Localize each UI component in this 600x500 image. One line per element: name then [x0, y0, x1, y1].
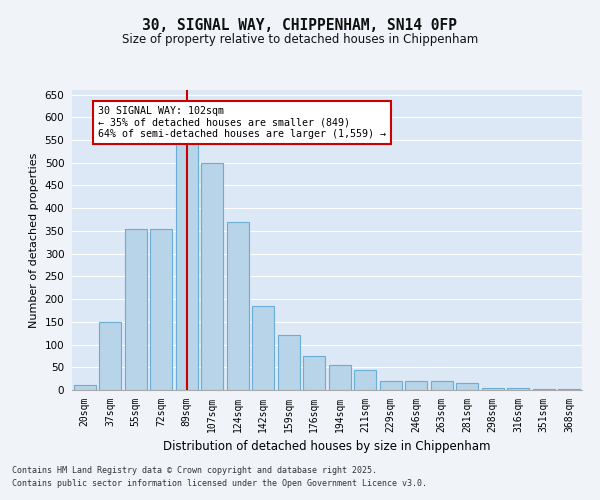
- Bar: [151, 228, 172, 390]
- Text: Size of property relative to detached houses in Chippenham: Size of property relative to detached ho…: [122, 32, 478, 46]
- Bar: [304, 356, 325, 390]
- Bar: [508, 388, 529, 390]
- Bar: [457, 383, 478, 390]
- Bar: [380, 381, 401, 390]
- Text: 30, SIGNAL WAY, CHIPPENHAM, SN14 0FP: 30, SIGNAL WAY, CHIPPENHAM, SN14 0FP: [143, 18, 458, 32]
- Text: Contains HM Land Registry data © Crown copyright and database right 2025.
Contai: Contains HM Land Registry data © Crown c…: [12, 466, 427, 487]
- Bar: [482, 388, 503, 390]
- Bar: [329, 365, 350, 390]
- Bar: [100, 322, 121, 390]
- Text: 30 SIGNAL WAY: 102sqm
← 35% of detached houses are smaller (849)
64% of semi-det: 30 SIGNAL WAY: 102sqm ← 35% of detached …: [97, 106, 386, 139]
- Bar: [74, 386, 95, 390]
- Bar: [406, 381, 427, 390]
- Bar: [125, 228, 146, 390]
- Bar: [533, 389, 554, 390]
- X-axis label: Distribution of detached houses by size in Chippenham: Distribution of detached houses by size …: [163, 440, 491, 453]
- Bar: [431, 381, 452, 390]
- Bar: [227, 222, 248, 390]
- Bar: [559, 389, 580, 390]
- Bar: [202, 162, 223, 390]
- Y-axis label: Number of detached properties: Number of detached properties: [29, 152, 39, 328]
- Bar: [355, 370, 376, 390]
- Bar: [278, 336, 299, 390]
- Bar: [253, 306, 274, 390]
- Bar: [176, 131, 197, 390]
